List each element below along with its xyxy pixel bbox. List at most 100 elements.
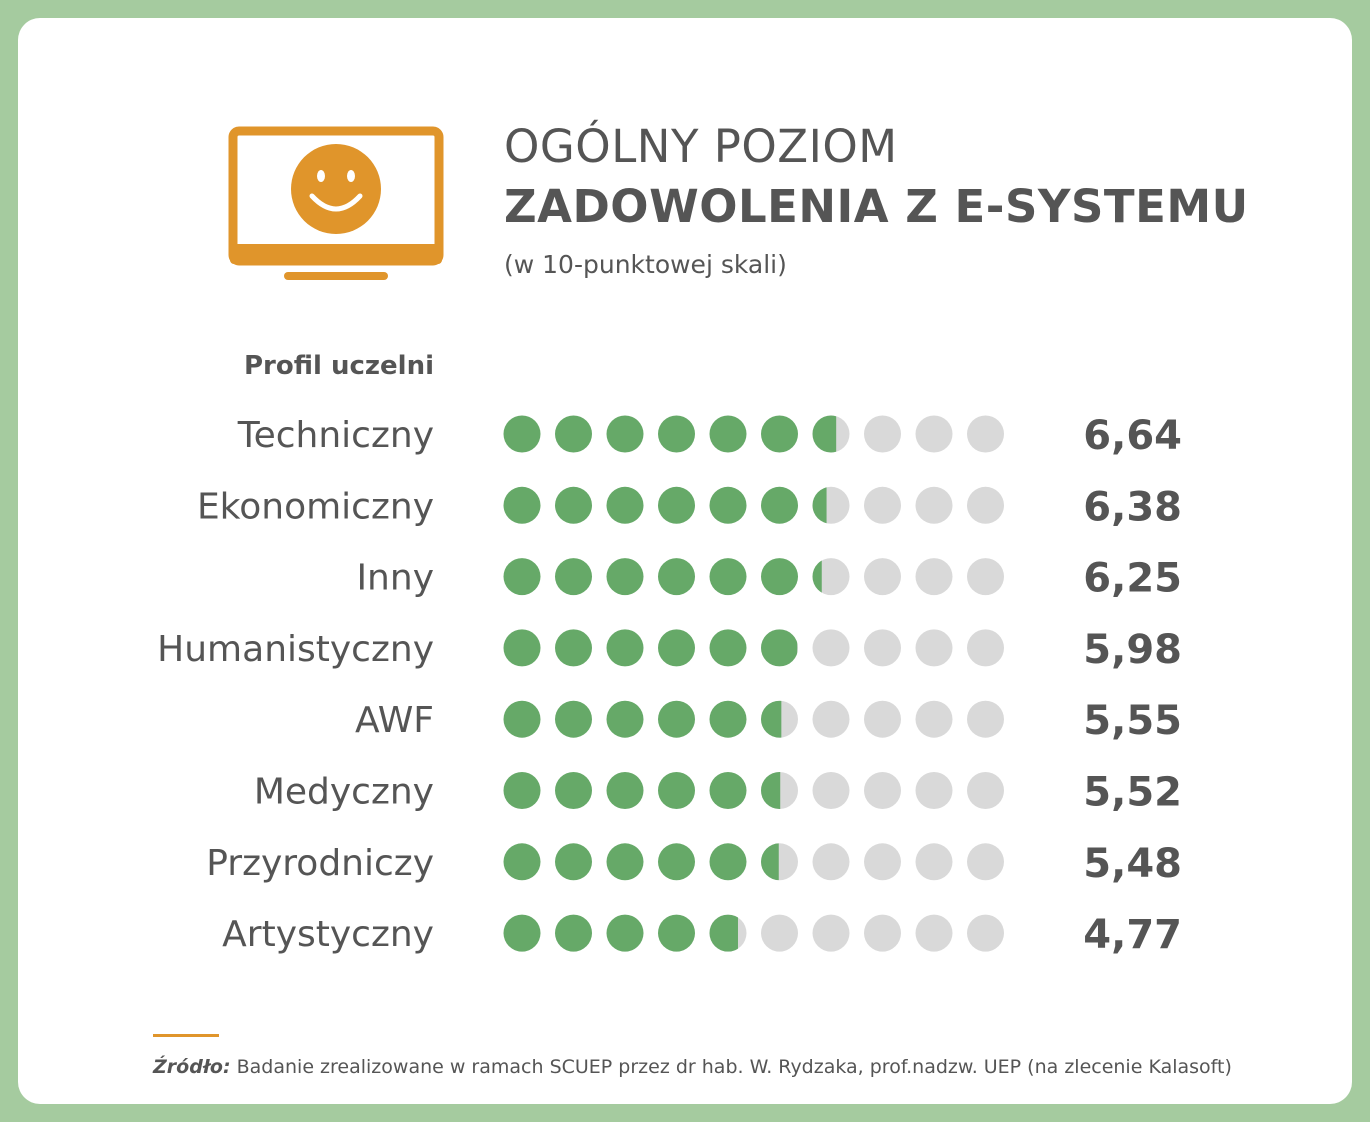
partial-dot-fill [761,629,798,667]
filled-dot [503,558,541,596]
empty-dot [812,700,850,738]
filled-dot [555,558,592,596]
filled-dot [503,700,541,738]
source-label: Źródło: [153,1056,231,1078]
empty-dot [915,558,953,596]
filled-dot [555,914,592,952]
empty-dot [915,843,953,881]
value-label: 5,48 [1083,841,1182,887]
filled-dot [503,914,541,952]
empty-dot [812,629,850,667]
empty-dot [915,914,953,952]
filled-dot [606,629,644,667]
empty-dot [967,486,1004,524]
chart-row: AWF 5,55 [355,698,1182,744]
category-label: Techniczny [237,415,434,456]
filled-dot [709,415,747,453]
empty-dot [915,772,953,809]
source-rule [153,1034,219,1037]
empty-dot [967,558,1004,596]
filled-dot [709,772,747,809]
empty-dot [967,772,1004,809]
filled-dot [658,914,695,952]
category-label: Medyczny [254,772,434,813]
filled-dot [709,558,747,596]
partial-dot-fill [709,914,738,952]
value-label: 5,98 [1083,627,1182,673]
empty-dot [967,700,1004,738]
filled-dot [761,558,798,596]
chart-row: Przyrodniczy 5,48 [206,841,1182,887]
empty-dot [864,914,901,952]
source-note: Źródło: Badanie zrealizowane w ramach SC… [153,1056,1232,1078]
filled-dot [503,772,541,809]
category-label: Humanistyczny [157,629,434,670]
filled-dot [555,843,592,881]
filled-dot [709,486,747,524]
value-label: 6,25 [1083,556,1182,602]
filled-dot [606,843,644,881]
value-label: 6,64 [1083,413,1182,459]
empty-dot [967,914,1004,952]
source-text: Badanie zrealizowane w ramach SCUEP prze… [230,1056,1232,1078]
infographic-card: OGÓLNY POZIOM ZADOWOLENIA Z E-SYSTEMU (w… [18,18,1352,1104]
empty-dot [967,415,1004,453]
filled-dot [709,629,747,667]
partial-dot-fill [761,772,781,809]
empty-dot [761,914,798,952]
category-label: Artystyczny [222,914,434,955]
group-header: Profil uczelni [244,351,434,381]
filled-dot [658,629,695,667]
empty-dot [864,700,901,738]
chart-row: Inny 6,25 [356,556,1182,602]
filled-dot [555,486,592,524]
chart-subtitle: (w 10-punktowej skali) [504,250,787,279]
monitor-smiley-icon [228,126,444,280]
value-label: 5,55 [1083,698,1182,744]
empty-dot [915,415,953,453]
chart-row: Artystyczny 4,77 [222,912,1182,958]
value-label: 4,77 [1083,912,1182,958]
filled-dot [606,772,644,809]
filled-dot [606,558,644,596]
category-label: Przyrodniczy [206,843,434,884]
filled-dot [503,629,541,667]
chart-title-line2: ZADOWOLENIA Z E-SYSTEMU [504,180,1249,233]
partial-dot-fill [761,843,779,881]
empty-dot [864,772,901,809]
partial-dot-fill [761,700,782,738]
empty-dot [915,700,953,738]
chart-row: Techniczny 6,64 [237,413,1182,459]
filled-dot [503,415,541,453]
filled-dot [658,700,695,738]
empty-dot [915,486,953,524]
category-label: Ekonomiczny [197,486,434,527]
empty-dot [864,629,901,667]
empty-dot [812,772,850,809]
filled-dot [555,629,592,667]
empty-dot [864,415,901,453]
dot-rating-chart: Techniczny 6,64 Ekonomiczny 6,38 Inny 6,25 Hum… [157,413,1182,958]
chart-row: Medyczny 5,52 [254,770,1182,816]
partial-dot-fill [812,560,822,593]
empty-dot [812,843,850,881]
partial-dot-fill [812,415,837,453]
filled-dot [606,415,644,453]
filled-dot [503,843,541,881]
filled-dot [555,415,592,453]
filled-dot [658,486,695,524]
chart-row: Humanistyczny 5,98 [157,627,1182,673]
chart-title-line1: OGÓLNY POZIOM [504,120,898,173]
empty-dot [864,486,901,524]
empty-dot [812,914,850,952]
value-label: 5,52 [1083,770,1182,816]
filled-dot [555,772,592,809]
empty-dot [864,843,901,881]
filled-dot [761,415,798,453]
category-label: AWF [355,700,434,741]
filled-dot [709,700,747,738]
chart-row: Ekonomiczny 6,38 [197,484,1182,530]
filled-dot [606,486,644,524]
filled-dot [555,700,592,738]
filled-dot [503,486,541,524]
